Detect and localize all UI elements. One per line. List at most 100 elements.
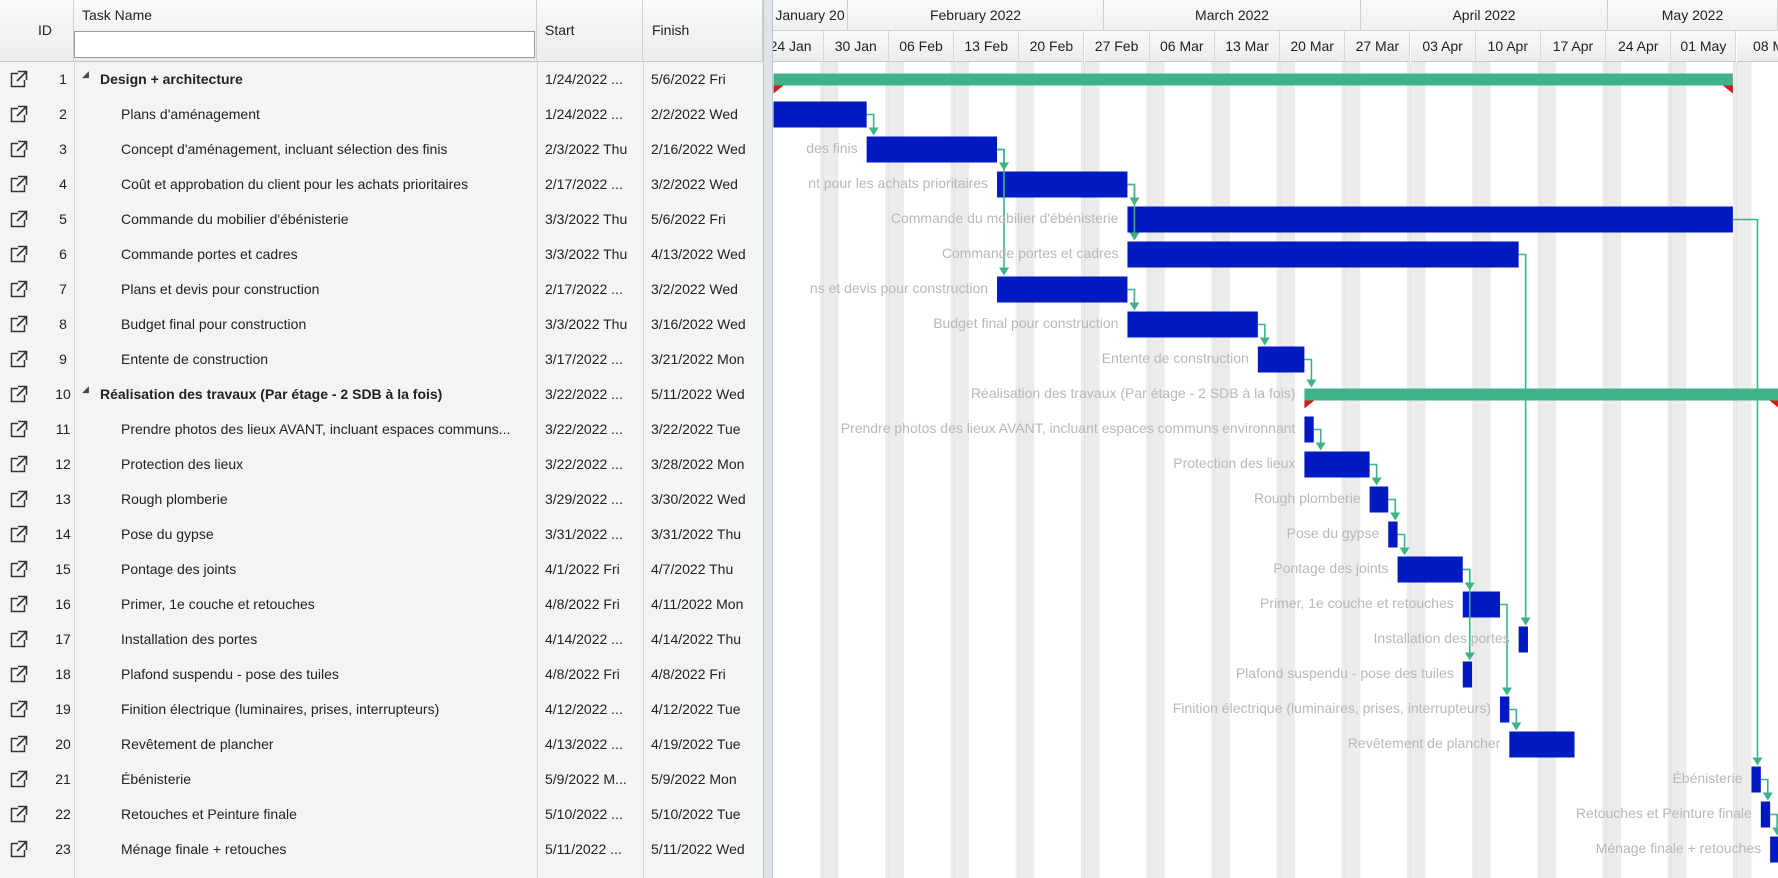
- task-start: 3/22/2022 ...: [545, 421, 623, 437]
- task-name[interactable]: Réalisation des travaux (Par étage - 2 S…: [100, 386, 443, 402]
- dependency-link: [1313, 428, 1322, 445]
- task-start: 4/1/2022 Fri: [545, 561, 620, 577]
- task-finish: 2/2/2022 Wed: [651, 106, 738, 122]
- open-in-new-window-icon[interactable]: [10, 840, 28, 861]
- collapse-triangle-icon[interactable]: ◢: [82, 69, 89, 79]
- open-in-new-window-icon[interactable]: [10, 630, 28, 651]
- open-in-new-window-icon[interactable]: [10, 315, 28, 336]
- task-name[interactable]: Commande portes et cadres: [121, 246, 298, 262]
- open-in-new-window-icon[interactable]: [10, 245, 28, 266]
- task-row[interactable]: 16 Primer, 1e couche et retouches 4/8/2022…: [0, 587, 763, 622]
- task-name[interactable]: Plans et devis pour construction: [121, 281, 320, 297]
- task-finish: 5/11/2022 Wed: [651, 386, 745, 402]
- task-bar: [1462, 661, 1473, 688]
- task-bar: [1760, 801, 1771, 828]
- pane-splitter[interactable]: [763, 0, 773, 878]
- open-in-new-window-icon[interactable]: [10, 140, 28, 161]
- task-name[interactable]: Commande du mobilier d'ébénisterie: [121, 211, 349, 227]
- open-in-new-window-icon[interactable]: [10, 525, 28, 546]
- task-row[interactable]: 14 Pose du gypse 3/31/2022 ... 3/31/2022 Th…: [0, 517, 763, 552]
- collapse-triangle-icon[interactable]: ◢: [82, 384, 89, 394]
- task-name[interactable]: Prendre photos des lieux AVANT, incluant…: [121, 421, 511, 437]
- task-name[interactable]: Retouches et Peinture finale: [121, 806, 297, 822]
- task-row[interactable]: 1 ◢ Design + architecture 1/24/2022 ... 5/6/…: [0, 62, 763, 97]
- open-in-new-window-icon[interactable]: [10, 175, 28, 196]
- open-in-new-window-icon[interactable]: [10, 595, 28, 616]
- task-name[interactable]: Design + architecture: [100, 71, 243, 87]
- task-row[interactable]: 23 Ménage finale + retouches 5/11/2022 ...…: [0, 832, 763, 867]
- task-row[interactable]: 8 Budget final pour construction 3/3/2022 …: [0, 307, 763, 342]
- task-name[interactable]: Entente de construction: [121, 351, 269, 367]
- task-name[interactable]: Concept d'aménagement, incluant sélectio…: [121, 141, 448, 157]
- task-row[interactable]: 21 Ébénisterie 5/9/2022 M... 5/9/2022 Mon: [0, 762, 763, 797]
- task-row[interactable]: 17 Installation des portes 4/14/2022 ... 4/…: [0, 622, 763, 657]
- open-in-new-window-icon[interactable]: [10, 665, 28, 686]
- task-row[interactable]: 20 Revêtement de plancher 4/13/2022 ... 4/1…: [0, 727, 763, 762]
- task-row[interactable]: 19 Finition électrique (luminaires, prise…: [0, 692, 763, 727]
- week-header: 17 Apr: [1540, 31, 1607, 62]
- task-finish: 4/14/2022 Thu: [651, 631, 742, 647]
- open-in-new-window-icon[interactable]: [10, 770, 28, 791]
- task-name[interactable]: Protection des lieux: [121, 456, 244, 472]
- task-row[interactable]: 11 Prendre photos des lieux AVANT, inclua…: [0, 412, 763, 447]
- task-name[interactable]: Ébénisterie: [121, 771, 192, 787]
- task-row[interactable]: 22 Retouches et Peinture finale 5/10/2022 …: [0, 797, 763, 832]
- task-name[interactable]: Pontage des joints: [121, 561, 237, 577]
- task-name[interactable]: Primer, 1e couche et retouches: [121, 596, 315, 612]
- open-in-new-window-icon[interactable]: [10, 385, 28, 406]
- summary-bar: [1304, 388, 1778, 401]
- task-row[interactable]: 6 Commande portes et cadres 3/3/2022 Thu 4/…: [0, 237, 763, 272]
- weekend-shading: [1406, 62, 1426, 878]
- dependency-link: [1760, 778, 1769, 795]
- open-in-new-window-icon[interactable]: [10, 70, 28, 91]
- task-name[interactable]: Installation des portes: [121, 631, 258, 647]
- dependency-arrow: [1762, 792, 1773, 801]
- bar-label: Revêtement de plancher: [1347, 735, 1501, 751]
- dependency-link: [1770, 813, 1778, 830]
- task-name[interactable]: Revêtement de plancher: [121, 736, 274, 752]
- open-in-new-window-icon[interactable]: [10, 350, 28, 371]
- open-in-new-window-icon[interactable]: [10, 420, 28, 441]
- task-name-filter-input[interactable]: [74, 31, 535, 58]
- column-header-id[interactable]: ID: [0, 0, 74, 62]
- task-start: 3/3/2022 Thu: [545, 211, 628, 227]
- column-header-id-label: ID: [38, 22, 52, 38]
- open-in-new-window-icon[interactable]: [10, 210, 28, 231]
- task-row[interactable]: 4 Coût et approbation du client pour les …: [0, 167, 763, 202]
- task-name[interactable]: Pose du gypse: [121, 526, 214, 542]
- dependency-link: [1518, 253, 1527, 620]
- task-bar: [1462, 591, 1501, 618]
- task-finish: 5/9/2022 Mon: [651, 771, 737, 787]
- task-row[interactable]: 5 Commande du mobilier d'ébénisterie 3/3/2…: [0, 202, 763, 237]
- open-in-new-window-icon[interactable]: [10, 490, 28, 511]
- task-row[interactable]: 3 Concept d'aménagement, incluant sélecti…: [0, 132, 763, 167]
- open-in-new-window-icon[interactable]: [10, 560, 28, 581]
- bar-label: Retouches et Peinture finale: [1575, 805, 1752, 821]
- task-name[interactable]: Finition électrique (luminaires, prises,…: [121, 701, 440, 717]
- task-name[interactable]: Plafond suspendu - pose des tuiles: [121, 666, 339, 682]
- task-name[interactable]: Ménage finale + retouches: [121, 841, 287, 857]
- week-header: 27 Feb: [1084, 31, 1150, 62]
- open-in-new-window-icon[interactable]: [10, 280, 28, 301]
- column-header-start[interactable]: Start: [537, 0, 643, 62]
- column-header-finish[interactable]: Finish: [643, 0, 763, 62]
- task-row[interactable]: 12 Protection des lieux 3/22/2022 ... 3/28/…: [0, 447, 763, 482]
- task-name[interactable]: Rough plomberie: [121, 491, 228, 507]
- task-name[interactable]: Plans d'aménagement: [121, 106, 260, 122]
- task-row[interactable]: 10 ◢ Réalisation des travaux (Par étage - …: [0, 377, 763, 412]
- task-row[interactable]: 2 Plans d'aménagement 1/24/2022 ... 2/2/202…: [0, 97, 763, 132]
- task-name[interactable]: Coût et approbation du client pour les a…: [121, 176, 469, 192]
- open-in-new-window-icon[interactable]: [10, 805, 28, 826]
- task-row[interactable]: 9 Entente de construction 3/17/2022 ... 3/2…: [0, 342, 763, 377]
- task-bar: [866, 136, 998, 163]
- task-row[interactable]: 18 Plafond suspendu - pose des tuiles 4/8/…: [0, 657, 763, 692]
- open-in-new-window-icon[interactable]: [10, 105, 28, 126]
- open-in-new-window-icon[interactable]: [10, 455, 28, 476]
- open-in-new-window-icon[interactable]: [10, 735, 28, 756]
- task-row[interactable]: 15 Pontage des joints 4/1/2022 Fri 4/7/2022…: [0, 552, 763, 587]
- task-name[interactable]: Budget final pour construction: [121, 316, 307, 332]
- task-id: 18: [55, 666, 71, 682]
- task-row[interactable]: 7 Plans et devis pour construction 2/17/20…: [0, 272, 763, 307]
- task-row[interactable]: 13 Rough plomberie 3/29/2022 ... 3/30/2022 …: [0, 482, 763, 517]
- open-in-new-window-icon[interactable]: [10, 700, 28, 721]
